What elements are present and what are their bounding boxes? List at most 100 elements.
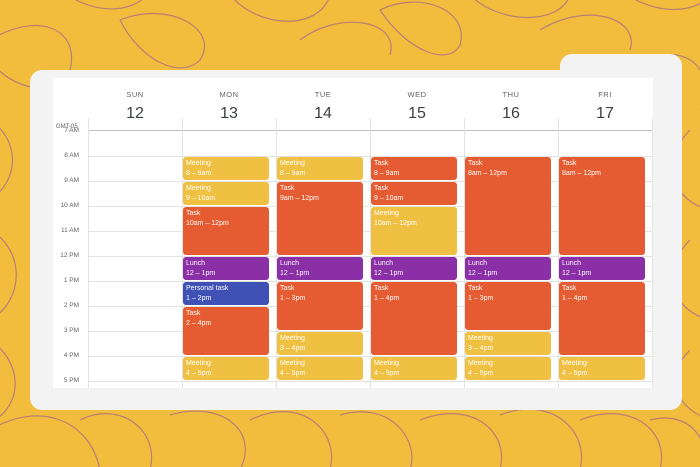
- event-task[interactable]: Task 10am – 12pm: [183, 207, 269, 255]
- timezone-label: GMT-05: [56, 124, 78, 130]
- event-task[interactable]: Task 8am – 12pm: [559, 157, 645, 255]
- event-meeting[interactable]: Meeting 3 – 4pm: [277, 332, 363, 355]
- hour-label: 9 AM: [64, 177, 79, 184]
- day-column-divider: [88, 118, 89, 388]
- event-personal[interactable]: Personal task 1 – 2pm: [183, 282, 269, 305]
- day-number[interactable]: 15: [408, 105, 426, 122]
- event-meeting[interactable]: Meeting 4 – 5pm: [371, 357, 457, 380]
- event-title: Task: [280, 185, 295, 192]
- day-header[interactable]: WED 15: [370, 78, 464, 130]
- event-time: 9 – 10am: [186, 194, 216, 202]
- hour-label: 12 PM: [60, 252, 79, 259]
- event-time: 1 – 3pm: [280, 294, 306, 302]
- hour-label: 1 PM: [63, 277, 79, 284]
- day-of-week: FRI: [598, 90, 612, 99]
- day-number[interactable]: 13: [220, 105, 238, 122]
- event-title: Lunch: [468, 260, 488, 267]
- event-meeting[interactable]: Meeting 4 – 5pm: [559, 357, 645, 380]
- event-meeting[interactable]: Meeting 4 – 5pm: [277, 357, 363, 380]
- event-time: 10am – 12pm: [186, 219, 229, 227]
- event-task[interactable]: Task 1 – 4pm: [559, 282, 645, 355]
- event-time: 1 – 2pm: [186, 294, 212, 302]
- event-meeting[interactable]: Meeting 4 – 5pm: [465, 357, 551, 380]
- day-number[interactable]: 14: [314, 105, 332, 122]
- event-time: 12 – 1pm: [280, 269, 310, 277]
- event-time: 4 – 5pm: [186, 369, 212, 377]
- hour-label: 3 PM: [63, 327, 79, 334]
- event-task[interactable]: Task 9 – 10am: [371, 182, 457, 205]
- event-lunch[interactable]: Lunch 12 – 1pm: [465, 257, 551, 280]
- event-meeting[interactable]: Meeting 8 – 9am: [183, 157, 269, 180]
- event-title: Meeting: [374, 210, 399, 217]
- day-header[interactable]: FRI 17: [558, 78, 652, 130]
- event-title: Task: [374, 285, 389, 292]
- event-time: 12 – 1pm: [468, 269, 498, 277]
- event-time: 12 – 1pm: [374, 269, 404, 277]
- event-time: 8 – 9am: [280, 169, 306, 177]
- day-column-divider: [558, 118, 559, 388]
- event-meeting[interactable]: Meeting 4 – 5pm: [183, 357, 269, 380]
- event-title: Meeting: [186, 160, 211, 167]
- event-time: 12 – 1pm: [562, 269, 592, 277]
- event-meeting[interactable]: Meeting 3 – 4pm: [465, 332, 551, 355]
- hour-label: 7 AM: [64, 127, 79, 134]
- event-lunch[interactable]: Lunch 12 – 1pm: [371, 257, 457, 280]
- event-time: 3 – 4pm: [468, 344, 494, 352]
- event-lunch[interactable]: Lunch 12 – 1pm: [559, 257, 645, 280]
- day-number[interactable]: 16: [502, 105, 520, 122]
- event-lunch[interactable]: Lunch 12 – 1pm: [183, 257, 269, 280]
- event-title: Task: [468, 160, 483, 167]
- event-time: 8 – 9am: [374, 169, 400, 177]
- event-time: 3 – 4pm: [280, 344, 306, 352]
- hour-label: 4 PM: [63, 352, 79, 359]
- event-title: Task: [562, 160, 577, 167]
- day-header[interactable]: THU 16: [464, 78, 558, 130]
- event-time: 9am – 12pm: [280, 194, 319, 202]
- event-meeting[interactable]: Meeting 10am – 12pm: [371, 207, 457, 255]
- day-header[interactable]: SUN 12: [88, 78, 182, 130]
- event-task[interactable]: Task 1 – 3pm: [277, 282, 363, 330]
- event-time: 4 – 5pm: [280, 369, 306, 377]
- day-number[interactable]: 17: [596, 105, 614, 122]
- day-header[interactable]: MON 13: [182, 78, 276, 130]
- hour-label: 11 AM: [61, 227, 79, 234]
- event-time: 4 – 5pm: [562, 369, 588, 377]
- event-time: 8 – 9am: [186, 169, 212, 177]
- event-task[interactable]: Task 9am – 12pm: [277, 182, 363, 255]
- event-title: Task: [186, 210, 201, 217]
- event-title: Task: [562, 285, 577, 292]
- day-column-divider: [370, 118, 371, 388]
- hour-label: 10 AM: [60, 202, 79, 209]
- event-time: 4 – 5pm: [468, 369, 494, 377]
- event-meeting[interactable]: Meeting 8 – 9am: [277, 157, 363, 180]
- event-title: Task: [374, 185, 389, 192]
- event-time: 1 – 4pm: [562, 294, 588, 302]
- hour-label: 5 PM: [63, 377, 79, 384]
- day-header[interactable]: TUE 14: [276, 78, 370, 130]
- event-lunch[interactable]: Lunch 12 – 1pm: [277, 257, 363, 280]
- event-title: Task: [468, 285, 483, 292]
- event-task[interactable]: Task 8am – 12pm: [465, 157, 551, 255]
- day-number[interactable]: 12: [126, 105, 144, 122]
- event-time: 10am – 12pm: [374, 219, 417, 227]
- event-time: 12 – 1pm: [186, 269, 216, 277]
- event-time: 8am – 12pm: [562, 169, 601, 177]
- event-task[interactable]: Task 1 – 3pm: [465, 282, 551, 330]
- event-time: 4 – 5pm: [374, 369, 400, 377]
- day-column-divider: [464, 118, 465, 388]
- event-title: Meeting: [186, 360, 211, 367]
- event-task[interactable]: Task 1 – 4pm: [371, 282, 457, 355]
- day-column-divider: [276, 118, 277, 388]
- event-title: Personal task: [186, 285, 229, 292]
- event-meeting[interactable]: Meeting 9 – 10am: [183, 182, 269, 205]
- event-task[interactable]: Task 8 – 9am: [371, 157, 457, 180]
- event-time: 9 – 10am: [374, 194, 404, 202]
- event-title: Meeting: [374, 360, 399, 367]
- event-title: Meeting: [186, 185, 211, 192]
- event-title: Meeting: [280, 335, 305, 342]
- day-of-week: SUN: [126, 90, 144, 99]
- event-title: Meeting: [562, 360, 587, 367]
- day-of-week: TUE: [314, 90, 332, 99]
- event-task[interactable]: Task 2 – 4pm: [183, 307, 269, 355]
- event-time: 1 – 3pm: [468, 294, 494, 302]
